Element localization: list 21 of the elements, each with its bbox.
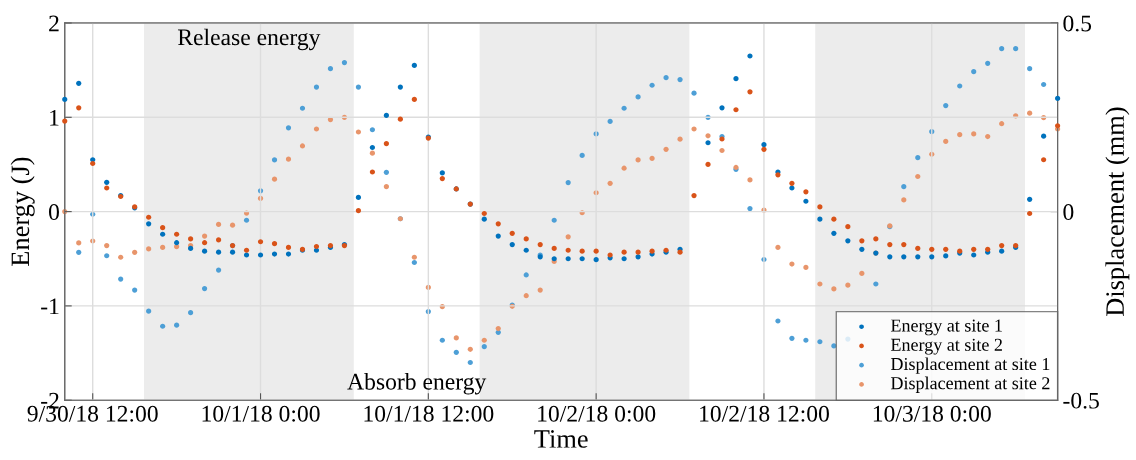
annotation: Absorb energy [347,373,487,395]
legend-label: Displacement at site 2 [890,376,1050,393]
y-tick-label: 1 [50,109,59,126]
x-tick-label: 10/3/18 0:00 [873,405,991,422]
y2-tick-label: 0 [1063,204,1074,221]
x-axis-title: Time [534,430,588,448]
y2-axis-title: Displacement (mm) [1105,107,1130,316]
x-tick-label: 10/1/18 0:00 [202,405,320,422]
annotation: Release energy [177,28,321,51]
x-tick-label: 10/1/18 12:00 [364,405,494,422]
y-tick-label: 2 [49,15,59,32]
x-tick-label: 10/2/18 12:00 [700,405,829,422]
legend-label: Displacement at site 1 [890,357,1050,374]
y2-tick-label: 0.5 [1063,15,1092,32]
y2-tick-label: -0.5 [1063,392,1099,409]
y-tick-label: 0 [48,204,59,221]
legend-label: Energy at site 2 [890,338,1002,355]
x-tick-label: 10/2/18 0:00 [538,405,656,422]
y-tick-label: -1 [41,298,59,315]
y-axis-title: Energy (J) [10,157,35,266]
legend-label: Energy at site 1 [890,319,1002,336]
